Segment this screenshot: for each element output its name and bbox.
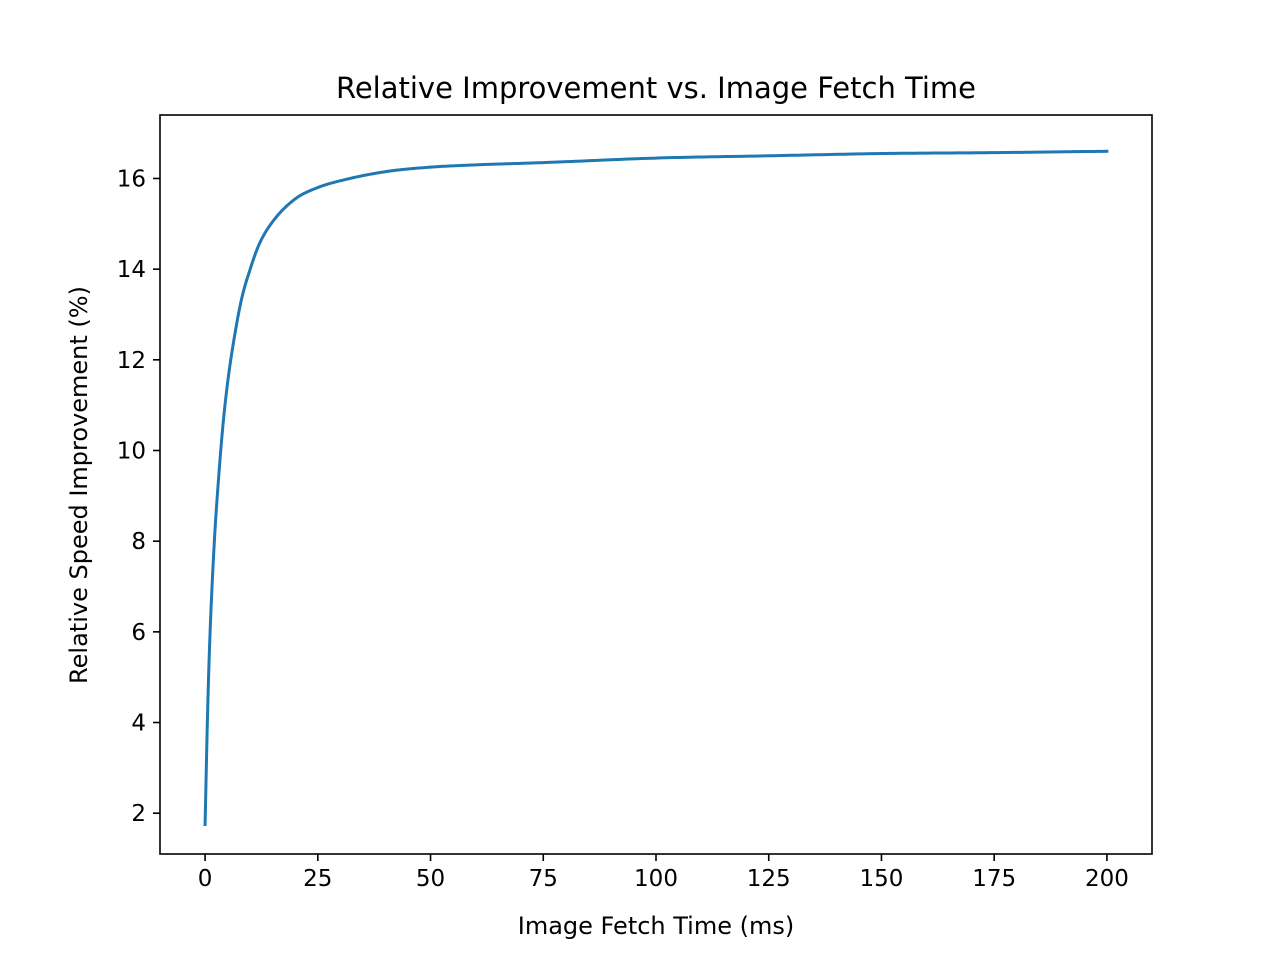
x-axis-label: Image Fetch Time (ms) bbox=[518, 912, 794, 940]
y-tick-label: 2 bbox=[131, 801, 146, 827]
x-axis: 0 25 50 75 100 125 150 175 200 bbox=[198, 854, 1129, 892]
x-tick-label: 75 bbox=[529, 866, 558, 892]
y-tick-label: 6 bbox=[131, 620, 146, 646]
y-tick-label: 12 bbox=[117, 348, 146, 374]
y-axis: 2 4 6 8 10 12 14 16 bbox=[117, 166, 160, 827]
series-layer bbox=[203, 149, 1109, 827]
y-tick-label: 10 bbox=[117, 438, 146, 464]
y-tick-label: 14 bbox=[117, 257, 146, 283]
x-tick-label: 25 bbox=[303, 866, 332, 892]
series-line bbox=[203, 149, 1109, 827]
y-axis-label: Relative Speed Improvement (%) bbox=[65, 286, 93, 684]
x-tick-label: 0 bbox=[198, 866, 213, 892]
x-tick-label: 125 bbox=[747, 866, 791, 892]
y-tick-label: 8 bbox=[131, 529, 146, 555]
x-tick-label: 100 bbox=[634, 866, 678, 892]
y-tick-label: 4 bbox=[131, 711, 146, 737]
x-tick-label: 150 bbox=[860, 866, 904, 892]
chart-title: Relative Improvement vs. Image Fetch Tim… bbox=[336, 71, 976, 105]
x-tick-label: 200 bbox=[1085, 866, 1129, 892]
y-tick-label: 16 bbox=[117, 166, 146, 192]
x-tick-label: 50 bbox=[416, 866, 445, 892]
x-tick-label: 175 bbox=[972, 866, 1016, 892]
